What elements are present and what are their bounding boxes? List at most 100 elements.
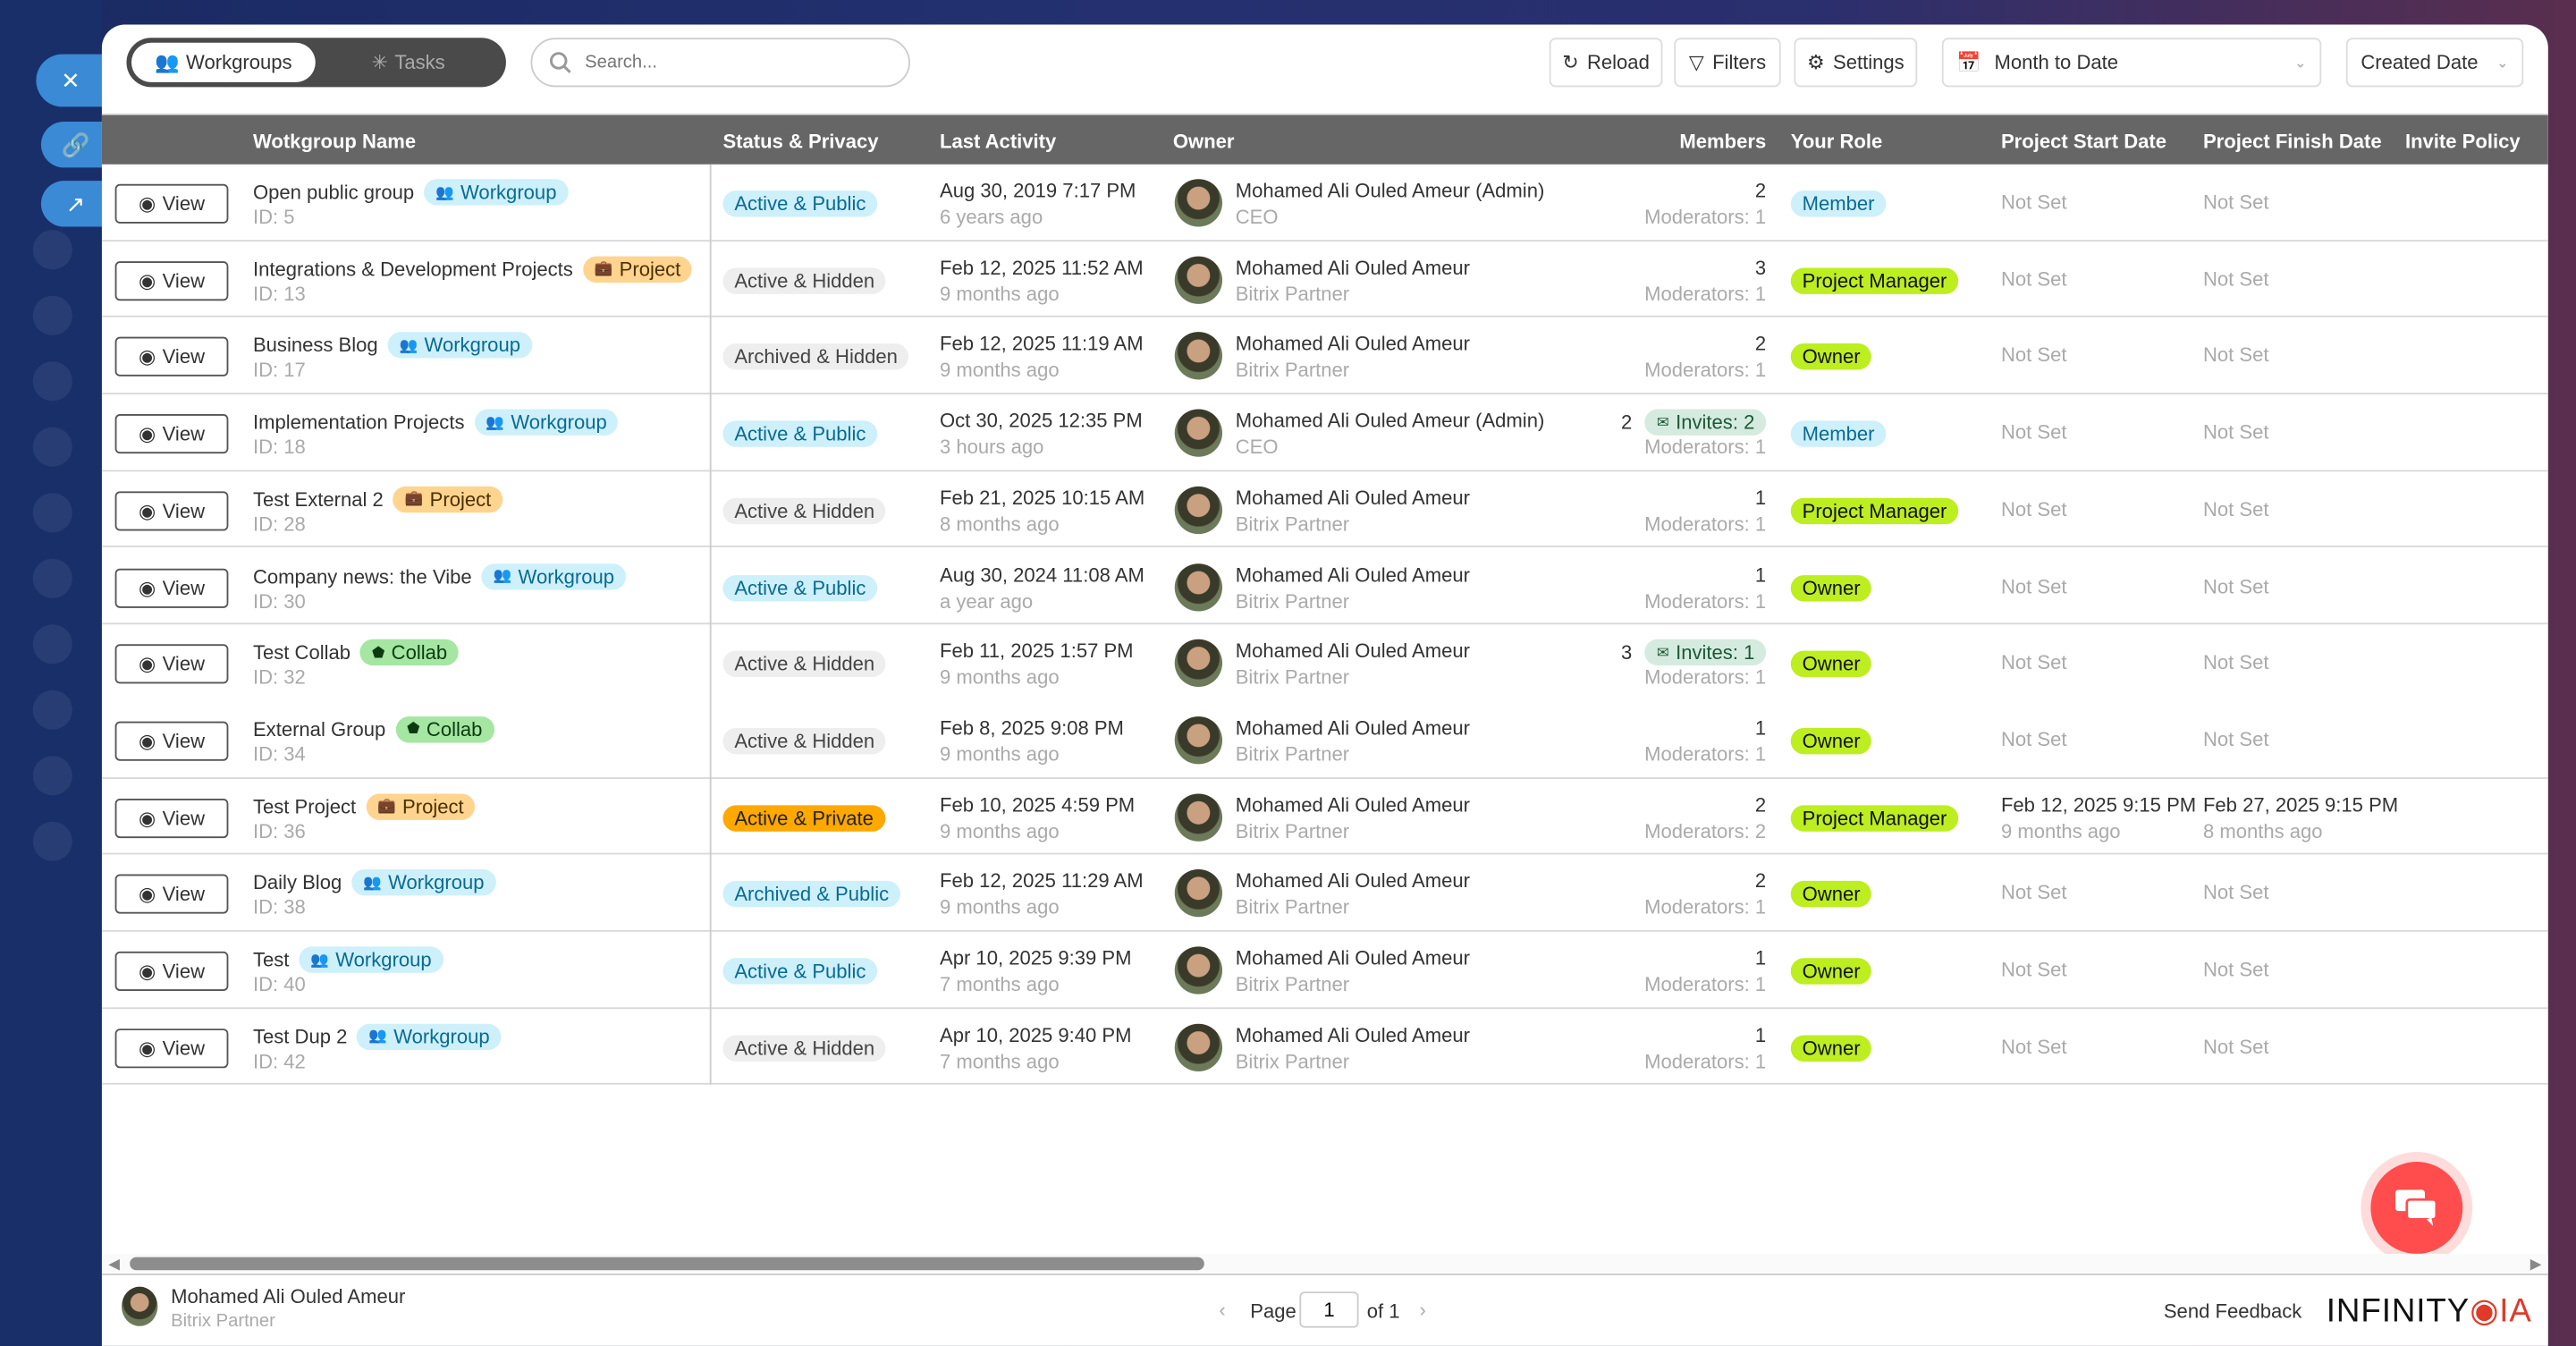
table-row[interactable]: ◉ View Business Blog 👥 Workgroup ID: 17 Arc… [101, 317, 2548, 395]
scroll-left-icon[interactable]: ◀ [108, 1255, 120, 1273]
table-row[interactable]: ◉ View Open public group 👥 Workgroup ID: 5 … [101, 165, 2548, 241]
owner-name[interactable]: Mohamed Ali Ouled Ameur [1235, 256, 1471, 279]
table-row[interactable]: ◉ View Test Project 💼 Project ID: 36 Active… [101, 778, 2548, 855]
table-row[interactable]: ◉ View Test 👥 Workgroup ID: 40 Active & Pub… [101, 932, 2548, 1009]
invite-icon: ✉ [1656, 643, 1669, 661]
view-button[interactable]: ◉ View [114, 798, 229, 838]
view-button[interactable]: ◉ View [114, 260, 229, 301]
column-header[interactable]: Invite Policy [2404, 130, 2521, 153]
open-external-button[interactable]: ↗ [40, 181, 111, 227]
column-header[interactable]: Project Finish Date [2202, 130, 2382, 153]
owner-name[interactable]: Mohamed Ali Ouled Ameur [1235, 715, 1471, 740]
owner-title: Bitrix Partner [1235, 1049, 1350, 1073]
briefcase-icon: 💼 [404, 490, 424, 507]
scroll-right-icon[interactable]: ▶ [2530, 1255, 2542, 1273]
last-activity-ago: 7 months ago [939, 972, 1060, 996]
view-button[interactable]: ◉ View [114, 951, 229, 991]
view-button[interactable]: ◉ View [114, 491, 229, 531]
owner-name[interactable]: Mohamed Ali Ouled Ameur (Admin) [1235, 179, 1545, 203]
link-button[interactable]: 🔗 [40, 121, 111, 168]
eye-icon: ◉ [139, 883, 156, 906]
scrollbar-thumb[interactable] [130, 1257, 1204, 1271]
table-row[interactable]: ◉ View Daily Blog 👥 Workgroup ID: 38 Archiv… [101, 855, 2548, 932]
sort-select[interactable]: Created Date ⌄ [2345, 38, 2524, 88]
table-row[interactable]: ◉ View Test Dup 2 👥 Workgroup ID: 42 Active… [101, 1009, 2548, 1086]
moderators-count: Moderators: 2 [1644, 819, 1767, 842]
page-input[interactable] [1299, 1291, 1359, 1328]
column-header[interactable]: Owner [1172, 130, 1235, 153]
column-header[interactable]: Project Start Date [2000, 130, 2166, 153]
group-name[interactable]: Business Blog [252, 334, 378, 358]
table-row[interactable]: ◉ View Test External 2 💼 Project ID: 28 Act… [101, 471, 2548, 548]
view-button[interactable]: ◉ View [114, 567, 229, 607]
eye-icon: ◉ [139, 729, 156, 753]
group-name[interactable]: Company news: the Vibe [252, 564, 472, 588]
owner-name[interactable]: Mohamed Ali Ouled Ameur [1235, 792, 1471, 817]
owner-name[interactable]: Mohamed Ali Ouled Ameur [1235, 332, 1471, 356]
view-button[interactable]: ◉ View [114, 644, 229, 684]
view-button[interactable]: ◉ View [114, 721, 229, 761]
owner-name[interactable]: Mohamed Ali Ouled Ameur (Admin) [1235, 409, 1545, 433]
owner-title: Bitrix Partner [1235, 895, 1350, 919]
role-badge: Owner [1790, 1034, 1872, 1062]
external-link-icon: ↗ [65, 190, 86, 216]
horizontal-scrollbar[interactable]: ◀ ▶ [101, 1253, 2548, 1275]
table-row[interactable]: ◉ View Implementation Projects 👥 Workgroup … [101, 394, 2548, 471]
send-feedback-link[interactable]: Send Feedback [2163, 1299, 2302, 1324]
owner-name[interactable]: Mohamed Ali Ouled Ameur [1235, 639, 1471, 663]
view-button[interactable]: ◉ View [114, 337, 229, 377]
table-row[interactable]: ◉ View External Group ⬟ Collab ID: 34 Activ… [101, 701, 2548, 779]
column-header[interactable]: Status & Privacy [722, 130, 879, 153]
ghost-avatar [32, 558, 72, 598]
chat-button[interactable] [2370, 1162, 2463, 1254]
moderators-count: Moderators: 1 [1644, 282, 1767, 306]
settings-button[interactable]: ⚙ Settings [1794, 38, 1918, 88]
group-name[interactable]: Open public group [252, 181, 415, 204]
group-type: Workgroup [424, 334, 520, 358]
view-button[interactable]: ◉ View [114, 414, 229, 454]
owner-name[interactable]: Mohamed Ali Ouled Ameur [1235, 1023, 1471, 1046]
prev-page-icon[interactable]: ‹ [1219, 1298, 1226, 1322]
owner-name[interactable]: Mohamed Ali Ouled Ameur [1235, 946, 1471, 970]
group-name[interactable]: Test External 2 [252, 487, 384, 512]
status-badge: Active & Public [722, 190, 878, 217]
group-name[interactable]: Test Project [252, 794, 357, 818]
last-activity-ago: 9 months ago [939, 742, 1060, 766]
search-input[interactable] [585, 52, 881, 72]
tab-workgroups[interactable]: 👥 Workgroups [131, 42, 316, 82]
column-header[interactable]: Wotkgroup Name [252, 130, 417, 153]
column-header[interactable]: Your Role [1790, 130, 1883, 153]
ghost-avatar [32, 624, 72, 665]
tab-tasks[interactable]: ✳ Tasks [316, 51, 502, 74]
filters-label: Filters [1712, 50, 1767, 74]
owner-name[interactable]: Mohamed Ali Ouled Ameur [1235, 563, 1471, 587]
moderators-count: Moderators: 1 [1644, 742, 1767, 766]
period-select[interactable]: 📅 Month to Date ⌄ [1941, 38, 2322, 88]
column-header[interactable]: Members [1679, 130, 1767, 153]
view-button[interactable]: ◉ View [114, 1028, 229, 1068]
last-activity: Feb 12, 2025 11:52 AM [939, 256, 1144, 279]
close-button[interactable]: ✕ [36, 54, 106, 107]
filters-button[interactable]: ▽ Filters [1674, 38, 1781, 88]
footer-user-title: Bitrix Partner [171, 1311, 275, 1332]
infinityoia-logo: INFINITY◉IA [2326, 1293, 2532, 1330]
group-name[interactable]: External Group [252, 717, 386, 741]
reload-button[interactable]: ↻ Reload [1549, 38, 1663, 88]
table-row[interactable]: ◉ View Test Collab ⬟ Collab ID: 32 Active &… [102, 625, 2548, 702]
table-row[interactable]: ◉ View Company news: the Vibe 👥 Workgroup I… [101, 548, 2548, 625]
owner-name[interactable]: Mohamed Ali Ouled Ameur [1235, 486, 1471, 510]
group-name[interactable]: Daily Blog [252, 871, 342, 895]
next-page-icon[interactable]: › [1419, 1298, 1426, 1322]
group-name[interactable]: Test Dup 2 [252, 1024, 348, 1048]
column-header[interactable]: Last Activity [939, 130, 1057, 153]
group-name[interactable]: Implementation Projects [252, 411, 465, 435]
group-name[interactable]: Integrations & Development Projects [252, 257, 573, 281]
group-name[interactable]: Test [252, 948, 290, 971]
group-name[interactable]: Test Collab [252, 640, 351, 665]
view-button[interactable]: ◉ View [114, 183, 229, 224]
view-button[interactable]: ◉ View [114, 875, 229, 915]
role-badge: Project Manager [1790, 804, 1959, 831]
owner-name[interactable]: Mohamed Ali Ouled Ameur [1235, 869, 1471, 893]
status-badge: Active & Hidden [722, 727, 887, 755]
table-row[interactable]: ◉ View Integrations & Development Project… [101, 241, 2548, 318]
